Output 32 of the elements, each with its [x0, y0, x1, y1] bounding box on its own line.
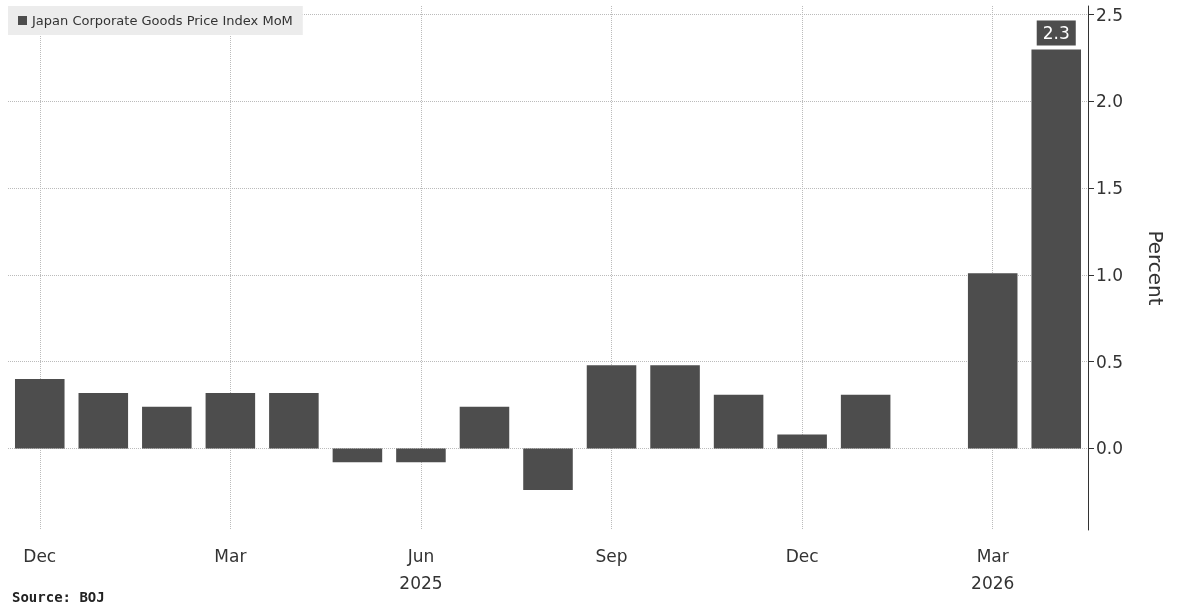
bar	[523, 448, 573, 491]
y-tick-label: 2.5	[1096, 4, 1124, 25]
y-tick-label: 0.5	[1096, 351, 1124, 372]
x-tick-label: Jun 2025	[399, 545, 443, 593]
bar	[1031, 49, 1082, 449]
bar	[142, 406, 192, 449]
x-tick-label: Sep	[595, 545, 628, 566]
bar	[269, 392, 319, 449]
bar	[713, 394, 764, 449]
y-tick-label: 2.0	[1096, 91, 1124, 112]
y-tick-label: 1.0	[1096, 264, 1124, 285]
x-tick-label: Mar	[214, 545, 247, 566]
source-note: Source: BOJ	[12, 589, 105, 605]
data-label: 2.3	[1042, 22, 1070, 43]
y-axis-title: Percent	[1144, 230, 1168, 306]
bar	[459, 406, 510, 449]
x-tick-label: Dec	[785, 545, 819, 566]
x-tick-label: Dec	[23, 545, 57, 566]
y-tick-label: 0.0	[1096, 438, 1124, 459]
bar	[332, 448, 383, 463]
bar	[205, 392, 256, 449]
bar	[78, 392, 129, 449]
legend-label: Japan Corporate Goods Price Index MoM	[31, 13, 293, 28]
y-tick-label: 1.5	[1096, 178, 1124, 199]
bar	[650, 365, 700, 449]
bar	[586, 365, 637, 449]
bar	[777, 434, 827, 449]
bar	[967, 273, 1018, 449]
bar	[840, 394, 891, 449]
bar	[396, 448, 446, 463]
bar	[14, 379, 65, 449]
x-tick-label: Mar 2026	[971, 545, 1015, 593]
